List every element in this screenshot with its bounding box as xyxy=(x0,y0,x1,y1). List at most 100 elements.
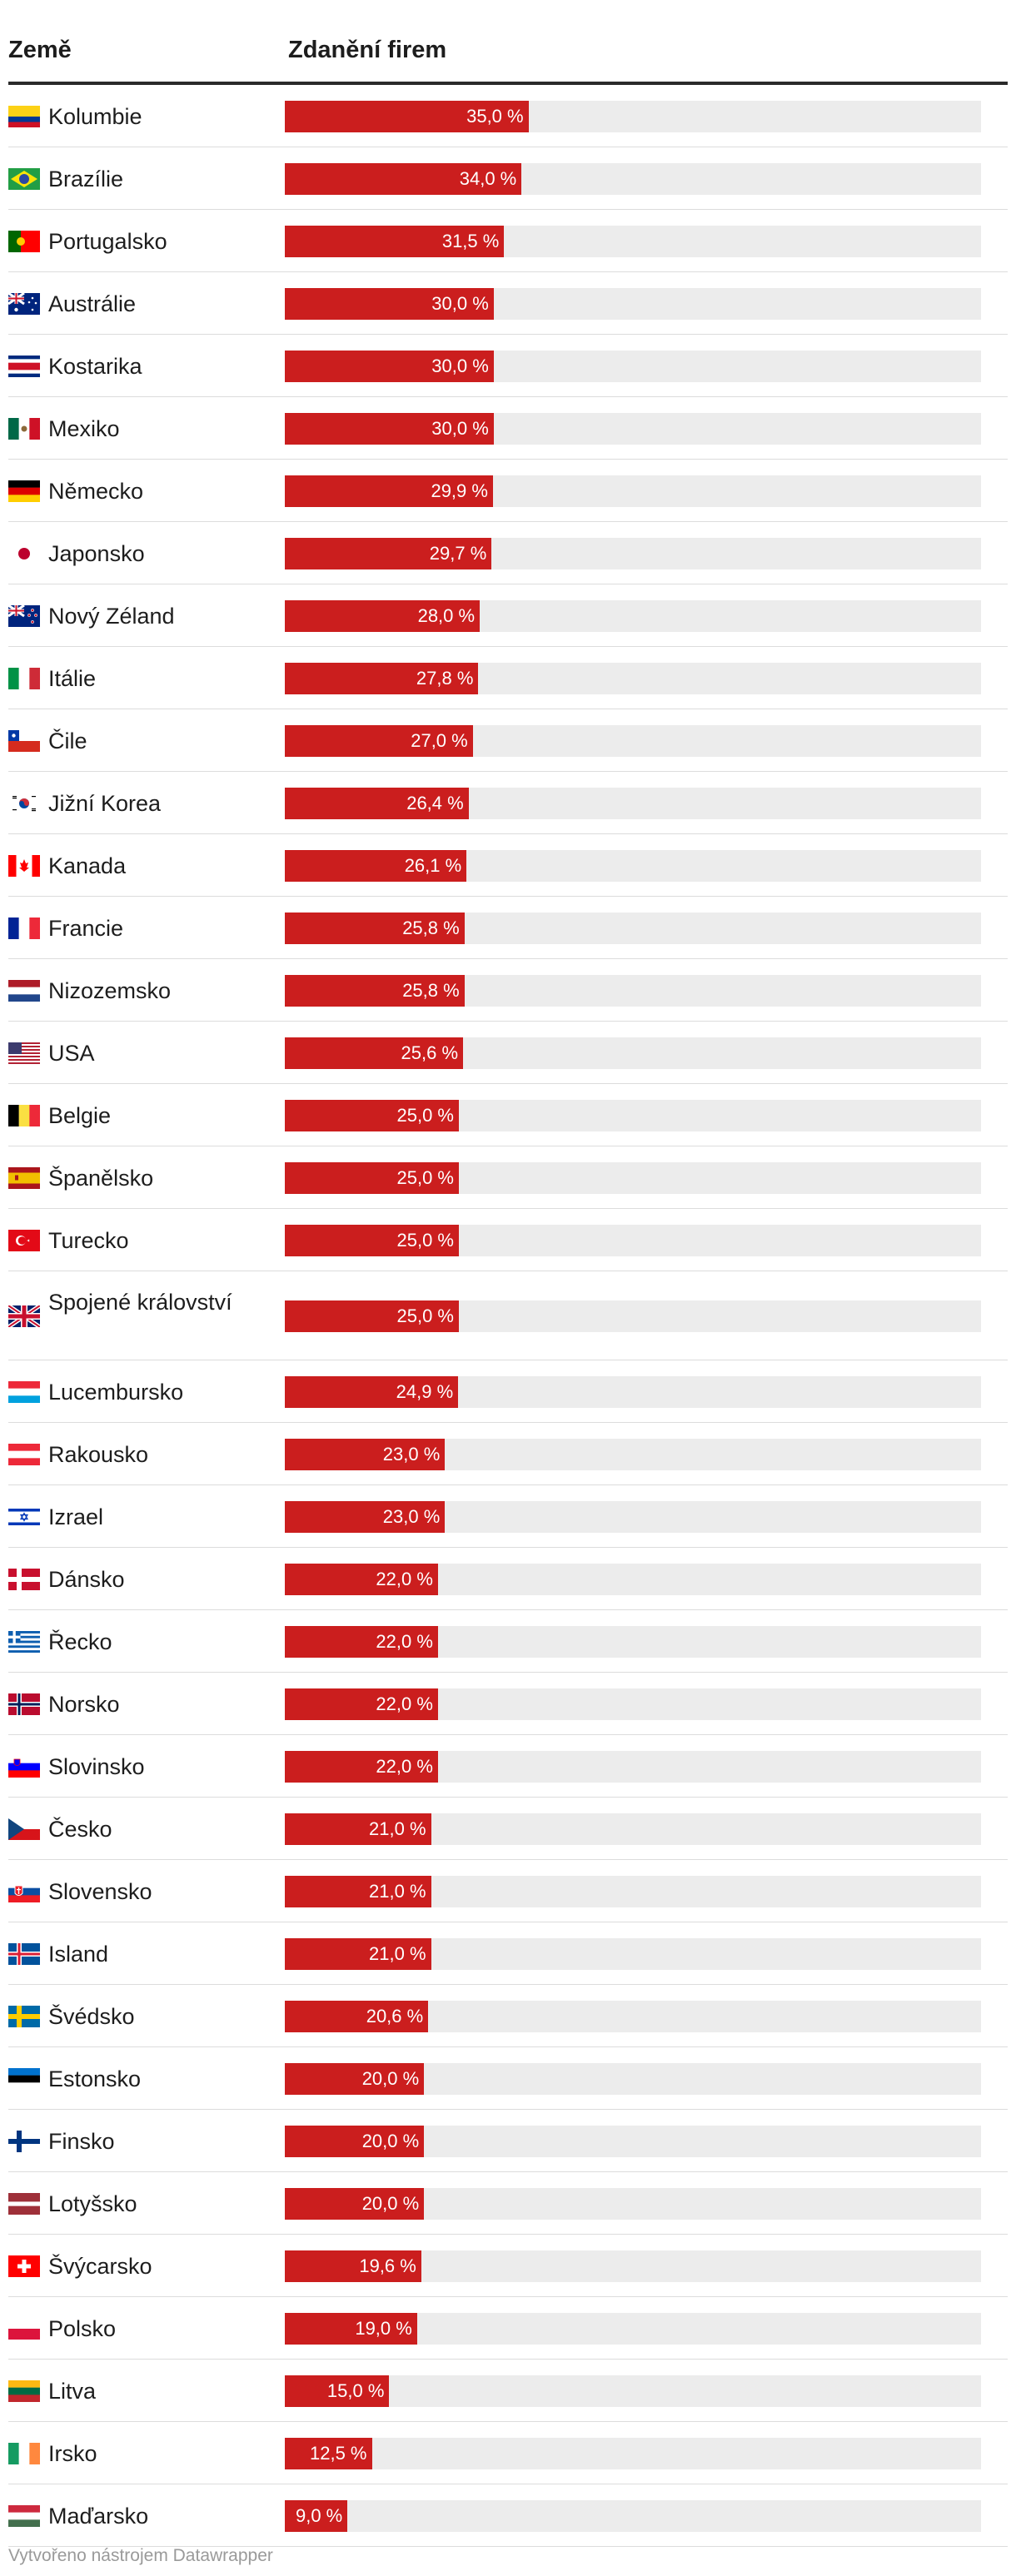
bar xyxy=(285,1876,431,1907)
finland-flag-icon xyxy=(8,2131,40,2152)
spain-flag-icon xyxy=(8,1167,40,1189)
bar-track: 21,0 % xyxy=(285,1876,981,1907)
bar-track: 27,8 % xyxy=(285,663,981,694)
turkey-flag-icon xyxy=(8,1230,40,1251)
lithuania-flag-icon xyxy=(8,2380,40,2402)
table-row: Španělsko 25,0 % xyxy=(8,1146,1008,1209)
country-name: Island xyxy=(48,1942,109,1967)
country-name: Kanada xyxy=(48,853,127,878)
bar xyxy=(285,913,465,944)
country-name: Slovensko xyxy=(48,1879,152,1904)
value-label: 22,0 % xyxy=(376,1631,433,1652)
bar xyxy=(285,101,529,132)
table-row: Turecko 25,0 % xyxy=(8,1209,1008,1271)
table-row: Portugalsko 31,5 % xyxy=(8,210,1008,272)
colombia-flag-icon xyxy=(8,106,40,127)
country-name: Turecko xyxy=(48,1228,129,1253)
canada-flag-icon xyxy=(8,855,40,877)
table-row: Maďarsko 9,0 % xyxy=(8,2484,1008,2547)
country-name: Jižní Korea xyxy=(48,791,162,816)
table-row: Kostarika 30,0 % xyxy=(8,335,1008,397)
value-label: 26,1 % xyxy=(404,855,462,876)
header-divider xyxy=(8,82,1008,85)
value-label: 28,0 % xyxy=(417,605,476,626)
value-label: 24,9 % xyxy=(396,1381,454,1402)
bar xyxy=(285,1162,459,1194)
bar xyxy=(285,2188,425,2220)
brazil-flag-icon xyxy=(8,168,40,190)
bar-track: 19,6 % xyxy=(285,2250,981,2282)
country-name: Norsko xyxy=(48,1692,120,1717)
bar-track: 20,0 % xyxy=(285,2188,981,2220)
value-label: 22,0 % xyxy=(376,1756,433,1777)
footer-credit: Vytvořeno nástrojem Datawrapper xyxy=(8,2546,273,2565)
israel-flag-icon xyxy=(8,1506,40,1528)
country-name: Nizozemsko xyxy=(48,978,172,1003)
table-row: Nový Zéland 28,0 % xyxy=(8,584,1008,647)
bar xyxy=(285,163,522,195)
value-label: 20,0 % xyxy=(361,2193,420,2214)
japan-flag-icon xyxy=(8,543,40,564)
bar xyxy=(285,850,467,882)
country-name: Slovinsko xyxy=(48,1754,145,1779)
bar-track: 25,0 % xyxy=(285,1162,981,1194)
country-name: Irsko xyxy=(48,2441,97,2466)
switzerland-flag-icon xyxy=(8,2255,40,2277)
latvia-flag-icon xyxy=(8,2193,40,2215)
value-label: 25,0 % xyxy=(396,1230,455,1251)
bar xyxy=(285,975,465,1007)
value-label: 25,0 % xyxy=(396,1105,455,1126)
bar xyxy=(285,226,505,257)
country-name: Itálie xyxy=(48,666,97,691)
bar xyxy=(285,1626,438,1658)
table-row: Německo 29,9 % xyxy=(8,460,1008,522)
value-label: 23,0 % xyxy=(382,1506,441,1527)
table-row: Česko 21,0 % xyxy=(8,1798,1008,1860)
slovenia-flag-icon xyxy=(8,1756,40,1778)
usa-flag-icon xyxy=(8,1042,40,1064)
country-name: Kostarika xyxy=(48,354,142,379)
costa-rica-flag-icon xyxy=(8,356,40,377)
germany-flag-icon xyxy=(8,480,40,502)
tax-column-header: Zdanění firem xyxy=(288,37,447,63)
value-label: 27,0 % xyxy=(411,730,468,751)
bar-track: 25,0 % xyxy=(285,1100,981,1131)
bar-track: 34,0 % xyxy=(285,163,981,195)
table-row: Švédsko 20,6 % xyxy=(8,1985,1008,2047)
country-name: Rakousko xyxy=(48,1442,149,1467)
bar xyxy=(285,2438,372,2469)
value-label: 30,0 % xyxy=(431,418,489,439)
country-name: Lotyšsko xyxy=(48,2191,137,2216)
bar-track: 24,9 % xyxy=(285,1376,981,1408)
table-row: Japonsko 29,7 % xyxy=(8,522,1008,584)
country-name: USA xyxy=(48,1041,95,1066)
bar-track: 26,1 % xyxy=(285,850,981,882)
table-row: Čile 27,0 % xyxy=(8,709,1008,772)
bar xyxy=(285,288,494,320)
bar-track: 9,0 % xyxy=(285,2500,981,2532)
value-label: 25,0 % xyxy=(396,1167,455,1188)
mexico-flag-icon xyxy=(8,418,40,440)
table-row: Brazílie 34,0 % xyxy=(8,147,1008,210)
bar-track: 35,0 % xyxy=(285,101,981,132)
table-row: Finsko 20,0 % xyxy=(8,2110,1008,2172)
value-label: 22,0 % xyxy=(376,1693,433,1714)
bar-track: 25,6 % xyxy=(285,1037,981,1069)
country-name: Dánsko xyxy=(48,1567,125,1592)
bar-track: 22,0 % xyxy=(285,1751,981,1783)
bar xyxy=(285,2375,390,2407)
bar-track: 30,0 % xyxy=(285,351,981,382)
value-label: 15,0 % xyxy=(326,2380,385,2401)
netherlands-flag-icon xyxy=(8,980,40,1002)
greece-flag-icon xyxy=(8,1631,40,1653)
country-name: Francie xyxy=(48,916,124,941)
value-label: 30,0 % xyxy=(431,356,489,376)
bar xyxy=(285,475,493,507)
table-row: Řecko 22,0 % xyxy=(8,1610,1008,1673)
table-row: Estonsko 20,0 % xyxy=(8,2047,1008,2110)
value-label: 25,8 % xyxy=(402,980,460,1001)
country-name: Mexiko xyxy=(48,416,120,441)
bar xyxy=(285,1439,446,1470)
table-row: Nizozemsko 25,8 % xyxy=(8,959,1008,1022)
country-name: Švýcarsko xyxy=(48,2254,152,2279)
